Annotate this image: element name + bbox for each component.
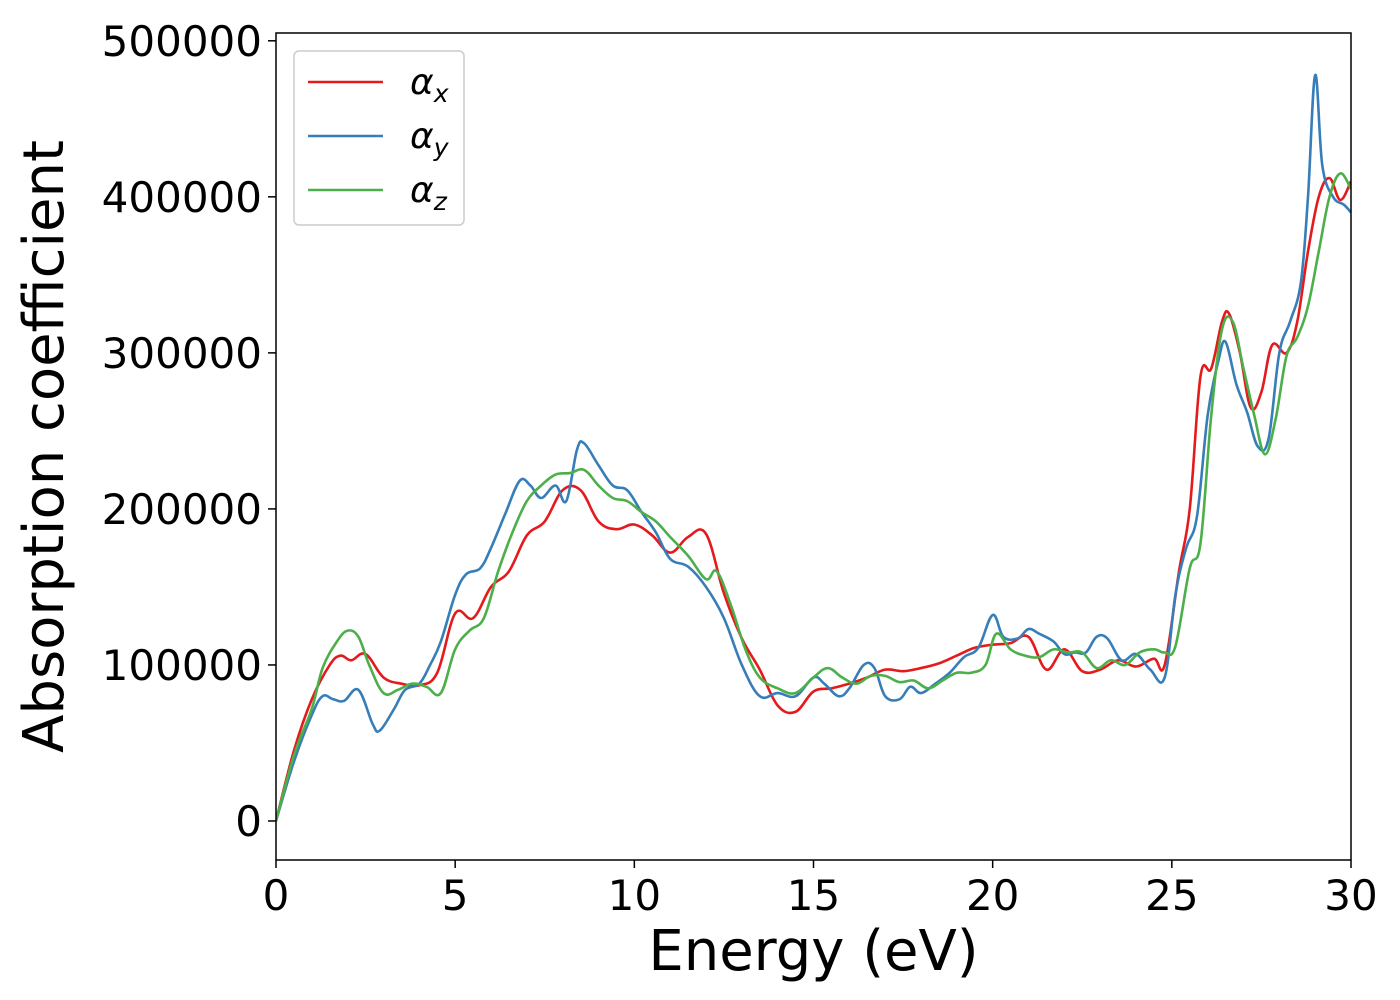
x-tick-label: 30 — [1324, 871, 1377, 920]
x-tick-label: 25 — [1145, 871, 1198, 920]
legend-box — [293, 50, 465, 226]
x-tick-label: 5 — [442, 871, 469, 920]
series-group — [276, 73, 1351, 822]
x-axis: 0 5 10 15 20 25 30 — [263, 860, 1378, 920]
y-tick-label: 0 — [235, 797, 262, 846]
x-tick-label: 20 — [966, 871, 1019, 920]
y-tick-label: 100000 — [102, 641, 262, 690]
y-tick-label: 500000 — [102, 17, 262, 66]
x-tick-label: 0 — [263, 871, 290, 920]
legend-label-y: αy — [410, 116, 450, 162]
plot-area — [276, 73, 1351, 822]
x-axis-label: Energy (eV) — [648, 919, 978, 984]
y-tick-label: 300000 — [102, 329, 262, 378]
plot-frame — [275, 32, 1352, 861]
y-axis-label: Absorption coefficient — [12, 140, 77, 753]
legend-label-x: αx — [410, 62, 449, 108]
x-tick-label: 15 — [787, 871, 840, 920]
y-tick-label: 200000 — [102, 485, 262, 534]
legend: αx αy αz — [293, 50, 465, 226]
series-line-y — [276, 73, 1351, 822]
y-tick-label: 400000 — [102, 173, 262, 222]
legend-label-z: αz — [410, 170, 448, 216]
x-tick-label: 10 — [608, 871, 661, 920]
y-axis: 0 100000 200000 300000 400000 500000 — [102, 17, 276, 846]
series-line-z — [276, 172, 1351, 822]
